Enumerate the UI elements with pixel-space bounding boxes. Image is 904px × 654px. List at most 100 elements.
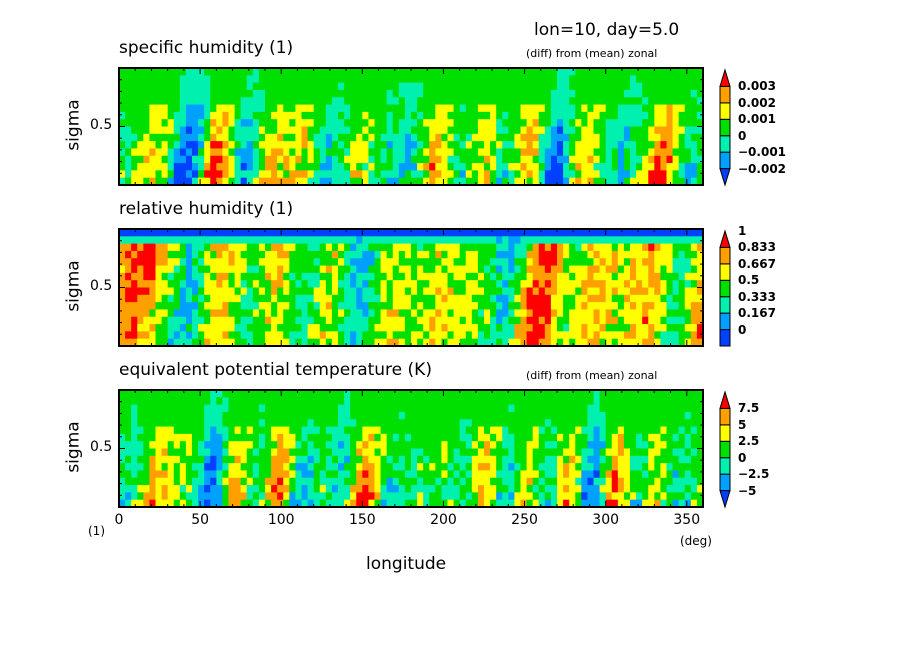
contour-cell — [350, 141, 357, 150]
contour-cell — [204, 141, 211, 150]
contour-cell — [192, 163, 199, 171]
contour-cell — [344, 229, 351, 237]
contour-cell — [222, 470, 230, 479]
contour-cell — [520, 331, 528, 340]
contour-cell — [386, 302, 394, 311]
contour-cell — [277, 280, 284, 289]
contour-cell — [477, 411, 485, 420]
contour-cell — [605, 419, 613, 428]
contour-cell — [684, 397, 692, 406]
contour-cell — [173, 316, 181, 325]
contour-cell — [265, 170, 272, 179]
contour-cell — [477, 280, 485, 289]
contour-cell — [301, 170, 309, 179]
contour-cell — [575, 148, 582, 157]
contour-cell — [344, 433, 351, 442]
contour-cell — [453, 243, 461, 252]
contour-cell — [228, 426, 236, 435]
contour-cell — [392, 499, 400, 508]
contour-cell — [642, 419, 649, 428]
contour-cell — [690, 404, 698, 413]
contour-cell — [161, 89, 169, 98]
contour-cell — [587, 272, 595, 281]
contour-cell — [344, 302, 351, 311]
contour-cell — [404, 229, 412, 237]
contour-cell — [198, 111, 205, 120]
contour-cell — [648, 104, 655, 113]
contour-cell — [368, 104, 376, 113]
contour-cell — [131, 309, 138, 318]
contour-cell — [684, 455, 692, 464]
contour-cell — [611, 97, 619, 106]
contour-cell — [331, 68, 339, 76]
contour-cell — [319, 163, 327, 171]
contour-cell — [271, 485, 278, 493]
contour-cell — [490, 448, 497, 457]
contour-cell — [398, 250, 406, 259]
contour-cell — [131, 280, 138, 289]
colorbar-label: 0.667 — [738, 256, 776, 271]
contour-cell — [362, 338, 370, 347]
contour-cell — [198, 316, 205, 325]
contour-cell — [319, 68, 327, 76]
contour-cell — [131, 463, 138, 472]
contour-cell — [459, 419, 467, 428]
contour-cell — [155, 397, 163, 406]
contour-cell — [459, 404, 467, 413]
contour-cell — [216, 287, 224, 296]
contour-cell — [417, 141, 424, 150]
contour-cell — [417, 470, 424, 479]
contour-cell — [575, 250, 582, 259]
contour-cell — [690, 455, 698, 464]
contour-cell — [307, 426, 315, 435]
contour-cell — [411, 309, 418, 318]
contour-cell — [569, 280, 576, 289]
contour-cell — [654, 265, 662, 274]
contour-cell — [593, 82, 601, 91]
contour-cell — [465, 163, 473, 171]
contour-cell — [623, 89, 631, 98]
contour-cell — [496, 331, 503, 340]
contour-cell — [119, 316, 126, 325]
contour-cell — [611, 163, 619, 171]
contour-cell — [636, 155, 643, 164]
contour-cell — [538, 68, 546, 76]
contour-cell — [666, 411, 674, 420]
contour-cell — [623, 133, 631, 142]
contour-cell — [514, 243, 522, 252]
contour-cell — [344, 104, 351, 113]
contour-cell — [344, 265, 351, 274]
contour-cell — [374, 309, 382, 318]
contour-cell — [283, 280, 290, 289]
contour-cell — [453, 229, 461, 237]
contour-cell — [538, 448, 546, 457]
contour-cell — [119, 411, 126, 420]
contour-cell — [125, 170, 132, 179]
contour-cell — [252, 163, 260, 171]
contour-cell — [593, 470, 601, 479]
contour-cell — [368, 148, 376, 157]
contour-cell — [216, 243, 224, 252]
contour-cell — [222, 258, 230, 267]
contour-cell — [185, 397, 193, 406]
contour-cell — [502, 272, 509, 281]
contour-cell — [198, 411, 205, 420]
contour-cell — [636, 75, 643, 84]
contour-cell — [520, 243, 528, 252]
contour-cell — [404, 477, 412, 486]
contour-cell — [623, 258, 631, 267]
contour-cell — [350, 272, 357, 281]
contour-cell — [654, 302, 662, 311]
contour-cell — [484, 163, 491, 171]
contour-cell — [411, 97, 418, 106]
contour-cell — [575, 499, 582, 508]
contour-cell — [648, 499, 655, 508]
contour-cell — [526, 229, 534, 237]
contour-cell — [143, 448, 151, 457]
contour-cell — [374, 324, 382, 332]
contour-cell — [526, 499, 534, 508]
contour-cell — [465, 126, 473, 135]
contour-cell — [581, 75, 589, 84]
contour-cell — [508, 97, 516, 106]
contour-cell — [648, 302, 655, 311]
